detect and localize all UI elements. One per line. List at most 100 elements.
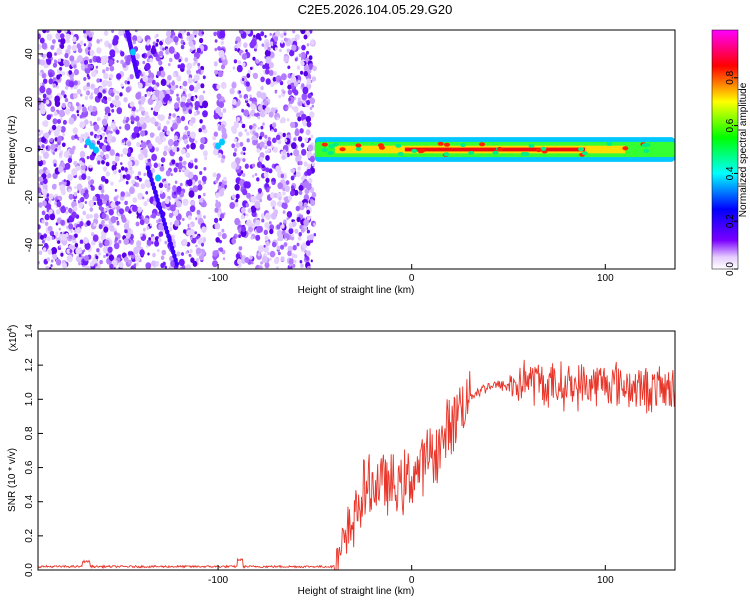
noise-blob <box>220 158 225 164</box>
noise-blob <box>156 38 160 43</box>
noise-blob <box>115 100 121 108</box>
noise-blob <box>90 131 94 136</box>
noise-blob <box>213 113 219 120</box>
noise-blob <box>73 93 78 99</box>
noise-blob <box>252 72 259 80</box>
noise-blob <box>213 131 218 137</box>
noise-blob <box>69 107 73 112</box>
noise-blob <box>290 152 293 156</box>
noise-blob <box>135 221 140 227</box>
noise-blob <box>83 43 87 47</box>
noise-blob <box>105 171 111 177</box>
noise-blob <box>306 229 310 234</box>
noise-blob <box>192 30 198 37</box>
noise-blob <box>68 193 74 200</box>
noise-blob <box>193 111 198 117</box>
noise-blob <box>233 138 237 142</box>
noise-blob <box>296 172 299 176</box>
noise-blob <box>202 150 208 157</box>
snr-xlabel: Height of straight line (km) <box>298 586 415 597</box>
noise-blob <box>250 260 254 265</box>
noise-blob <box>291 73 296 79</box>
noise-blob <box>187 161 194 169</box>
noise-blob <box>58 109 65 118</box>
noise-blob <box>108 59 114 66</box>
noise-blob <box>101 80 108 87</box>
noise-blob <box>182 167 185 171</box>
noise-blob <box>288 228 294 235</box>
noise-blob <box>296 65 301 70</box>
noise-blob <box>172 113 176 118</box>
noise-blob <box>266 140 272 147</box>
noise-blob <box>139 119 144 125</box>
noise-blob <box>292 244 297 251</box>
noise-blob <box>136 141 141 148</box>
noise-blob <box>306 265 312 269</box>
noise-blob <box>286 211 293 218</box>
noise-blob <box>76 183 83 191</box>
noise-blob <box>83 255 89 262</box>
noise-blob <box>267 136 271 141</box>
noise-blob <box>86 73 90 78</box>
noise-blob <box>116 60 119 63</box>
noise-blob <box>137 192 144 200</box>
noise-blob <box>46 33 53 41</box>
noise-blob <box>270 200 277 208</box>
noise-blob <box>151 79 156 85</box>
noise-blob <box>147 97 154 105</box>
noise-blob <box>123 238 129 245</box>
noise-blob <box>106 208 109 212</box>
noise-blob <box>56 85 60 89</box>
noise-blob <box>264 62 271 70</box>
noise-blob <box>78 261 81 266</box>
noise-blob <box>212 260 218 268</box>
noise-blob <box>200 83 205 89</box>
noise-blob <box>61 142 66 148</box>
signal-blob <box>496 147 503 151</box>
noise-blob <box>92 234 99 242</box>
noise-blob <box>181 95 187 103</box>
noise-blob <box>309 155 315 163</box>
noise-blob <box>309 111 315 119</box>
noise-blob <box>263 229 268 235</box>
noise-blob <box>96 155 102 164</box>
noise-blob <box>268 69 274 76</box>
noise-blob <box>190 257 195 264</box>
noise-blob <box>292 221 297 227</box>
noise-blob <box>46 114 52 121</box>
noise-blob <box>264 222 270 229</box>
noise-blob <box>303 34 308 40</box>
noise-blob <box>54 95 61 103</box>
noise-blob <box>214 39 218 43</box>
noise-blob <box>264 111 268 115</box>
snr-line <box>38 359 675 570</box>
noise-blob <box>280 33 284 39</box>
noise-blob <box>109 225 115 232</box>
noise-blob <box>102 89 106 94</box>
noise-blob <box>254 200 261 209</box>
noise-blob <box>265 155 270 161</box>
noise-blob <box>265 177 270 183</box>
noise-blob <box>42 30 47 34</box>
noise-blob <box>145 43 152 51</box>
noise-blob <box>107 112 111 117</box>
snr-frame <box>37 330 676 571</box>
noise-blob <box>212 250 218 257</box>
noise-blob <box>97 160 101 165</box>
noise-blob <box>192 185 199 193</box>
noise-blob <box>262 64 266 70</box>
noise-blob <box>41 144 45 149</box>
noise-blob <box>76 110 79 114</box>
noise-blob <box>60 90 65 96</box>
noise-blob <box>46 87 52 95</box>
noise-blob <box>164 265 167 269</box>
signal-blob <box>468 151 475 155</box>
noise-blob <box>268 168 273 174</box>
noise-blob <box>168 115 171 120</box>
noise-blob <box>57 119 61 124</box>
noise-blob <box>180 101 186 108</box>
noise-blob <box>136 215 139 219</box>
noise-blob <box>300 113 307 122</box>
noise-blob <box>173 140 179 147</box>
noise-blob <box>290 185 295 190</box>
